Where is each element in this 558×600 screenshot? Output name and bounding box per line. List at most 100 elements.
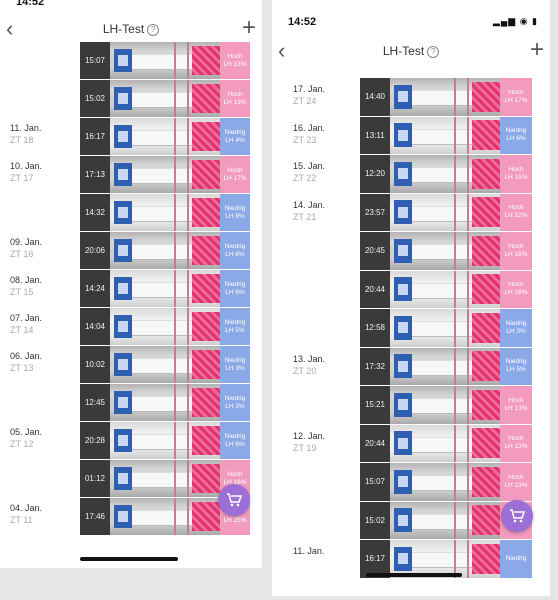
lh-percent-text: LH 6% bbox=[225, 288, 245, 296]
cycle-day-text: ZT 13 bbox=[10, 363, 34, 373]
test-strip-photo[interactable] bbox=[110, 194, 220, 231]
cart-icon bbox=[227, 493, 242, 507]
test-row[interactable]: 15. Jan. ZT 22 12:20 Hoch LH 15% bbox=[272, 155, 550, 193]
signal-wifi-battery-icon: ▂▄▆ ◉ ▮ bbox=[492, 16, 538, 26]
home-indicator[interactable] bbox=[80, 557, 178, 561]
lh-percent-text: LH 15% bbox=[504, 173, 528, 181]
back-icon[interactable]: ‹ bbox=[6, 16, 14, 41]
date-label: 13. Jan. ZT 20 bbox=[293, 353, 325, 377]
lh-level-badge: Niedrig bbox=[500, 540, 532, 578]
lh-level-text: Hoch bbox=[508, 473, 524, 481]
test-row[interactable]: 08. Jan. ZT 15 14:24 Niedrig LH 6% bbox=[0, 270, 262, 307]
add-icon[interactable]: + bbox=[529, 36, 544, 63]
test-row[interactable]: 05. Jan. ZT 12 20:28 Niedrig LH 6% bbox=[0, 422, 262, 459]
test-strip-photo[interactable] bbox=[390, 540, 500, 578]
cycle-day-text: ZT 19 bbox=[293, 442, 317, 453]
test-strip-photo[interactable] bbox=[110, 308, 220, 345]
test-strip-photo[interactable] bbox=[390, 309, 500, 347]
test-strip-photo[interactable] bbox=[390, 270, 500, 308]
test-row[interactable]: 06. Jan. ZT 13 10:02 Niedrig LH 3% bbox=[0, 346, 262, 383]
test-strip-photo[interactable] bbox=[390, 347, 500, 385]
test-row[interactable]: 07. Jan. ZT 14 14:04 Niedrig LH 5% bbox=[0, 308, 262, 345]
test-row[interactable]: 15:21 Hoch LH 13% bbox=[272, 386, 550, 424]
test-time: 17:13 bbox=[80, 156, 110, 193]
test-time: 14:32 bbox=[80, 194, 110, 231]
test-strip-photo[interactable] bbox=[110, 270, 220, 307]
test-row[interactable]: 16. Jan. ZT 23 13:11 Niedrig LH 6% bbox=[272, 116, 550, 154]
test-row[interactable]: 11. Jan. 16:17 Niedrig bbox=[272, 540, 550, 578]
test-time: 20:28 bbox=[80, 422, 110, 459]
add-icon[interactable]: + bbox=[241, 14, 256, 41]
test-strip-photo[interactable] bbox=[390, 116, 500, 154]
test-row[interactable]: 15:07 Hoch LH 13% bbox=[272, 463, 550, 501]
test-strip-photo[interactable] bbox=[110, 156, 220, 193]
test-strip-photo[interactable] bbox=[110, 42, 220, 79]
test-strip-photo[interactable] bbox=[390, 424, 500, 462]
test-time: 12:58 bbox=[360, 309, 390, 347]
test-row[interactable]: 12:58 Niedrig LH 3% bbox=[272, 309, 550, 347]
test-strip-photo[interactable] bbox=[110, 498, 220, 535]
test-row[interactable]: 11. Jan. ZT 18 16:17 Niedrig LH 4% bbox=[0, 118, 262, 155]
test-row[interactable]: 01:12 Hoch LH 16% bbox=[0, 460, 262, 497]
test-row[interactable]: 20:44 Hoch LH 16% bbox=[272, 270, 550, 308]
lh-percent-text: LH 13% bbox=[223, 98, 247, 106]
test-row[interactable]: 12. Jan. ZT 19 20:44 Hoch LH 13% bbox=[272, 424, 550, 462]
test-strip-photo[interactable] bbox=[110, 384, 220, 421]
lh-level-text: Hoch bbox=[508, 242, 524, 250]
test-row[interactable]: 12:45 Niedrig LH 3% bbox=[0, 384, 262, 421]
test-row[interactable]: 17. Jan. ZT 24 14:40 Hoch LH 17% bbox=[272, 78, 550, 116]
lh-level-text: Hoch bbox=[227, 90, 243, 98]
test-row[interactable]: 14:32 Niedrig LH 8% bbox=[0, 194, 262, 231]
lh-percent-text: LH 8% bbox=[225, 212, 245, 220]
test-strip-photo[interactable] bbox=[390, 78, 500, 116]
shop-cart-button[interactable] bbox=[501, 500, 533, 532]
test-time: 14:24 bbox=[80, 270, 110, 307]
screenshot-right: 14:52 ▂▄▆ ◉ ▮ ‹ LH-Test? + 17. Jan. ZT 24… bbox=[272, 0, 550, 596]
home-indicator[interactable] bbox=[366, 573, 462, 577]
test-row[interactable]: 13. Jan. ZT 20 17:32 Niedrig LH 5% bbox=[272, 347, 550, 385]
test-strip-photo[interactable] bbox=[110, 346, 220, 383]
test-list: 15:07 Hoch LH 13% 15:02 Hoch LH 13% 11. Jan. ZT… bbox=[0, 42, 262, 542]
test-strip-photo[interactable] bbox=[390, 386, 500, 424]
date-label: 09. Jan. ZT 16 bbox=[10, 236, 42, 260]
help-icon[interactable]: ? bbox=[147, 24, 160, 36]
test-strip-photo[interactable] bbox=[390, 232, 500, 270]
cycle-day-text: ZT 17 bbox=[10, 173, 34, 183]
lh-level-text: Niedrig bbox=[224, 280, 246, 288]
date-text: 15. Jan. bbox=[293, 161, 326, 171]
lh-level-text: Niedrig bbox=[224, 394, 246, 402]
test-row[interactable]: 10. Jan. ZT 17 17:13 Hoch LH 17% bbox=[0, 156, 262, 193]
back-icon[interactable]: ‹ bbox=[278, 38, 286, 63]
cycle-day-text: ZT 14 bbox=[10, 325, 34, 335]
lh-level-text: Hoch bbox=[508, 204, 524, 212]
test-row[interactable]: 15:07 Hoch LH 13% bbox=[0, 42, 262, 79]
lh-percent-text: LH 22% bbox=[504, 212, 528, 220]
lh-level-badge: Niedrig LH 5% bbox=[220, 308, 250, 345]
test-time: 17:46 bbox=[80, 498, 110, 535]
test-row[interactable]: 09. Jan. ZT 16 20:06 Niedrig LH 6% bbox=[0, 232, 262, 269]
test-row[interactable]: 14. Jan. ZT 21 23:57 Hoch LH 22% bbox=[272, 193, 550, 231]
test-strip-photo[interactable] bbox=[110, 118, 220, 155]
cycle-day-text: ZT 22 bbox=[293, 173, 317, 183]
lh-level-badge: Hoch LH 17% bbox=[500, 78, 532, 116]
test-strip-photo[interactable] bbox=[390, 501, 500, 539]
test-row[interactable]: 20:45 Hoch LH 16% bbox=[272, 232, 550, 270]
help-icon[interactable]: ? bbox=[427, 46, 440, 58]
test-strip-photo[interactable] bbox=[390, 463, 500, 501]
test-strip-photo[interactable] bbox=[110, 80, 220, 117]
test-strip-photo[interactable] bbox=[110, 422, 220, 459]
date-text: 16. Jan. bbox=[293, 122, 326, 133]
test-strip-photo[interactable] bbox=[390, 193, 500, 231]
status-time: 14:52 bbox=[288, 16, 317, 28]
test-time: 20:45 bbox=[360, 232, 390, 270]
test-strip-photo[interactable] bbox=[110, 232, 220, 269]
shop-cart-button[interactable] bbox=[218, 484, 250, 516]
status-time: 14:52 bbox=[16, 0, 45, 8]
date-label: 11. Jan. bbox=[293, 545, 324, 557]
lh-level-badge: Hoch LH 15% bbox=[500, 155, 532, 193]
test-strip-photo[interactable] bbox=[390, 155, 500, 193]
test-strip-photo[interactable] bbox=[110, 460, 220, 497]
